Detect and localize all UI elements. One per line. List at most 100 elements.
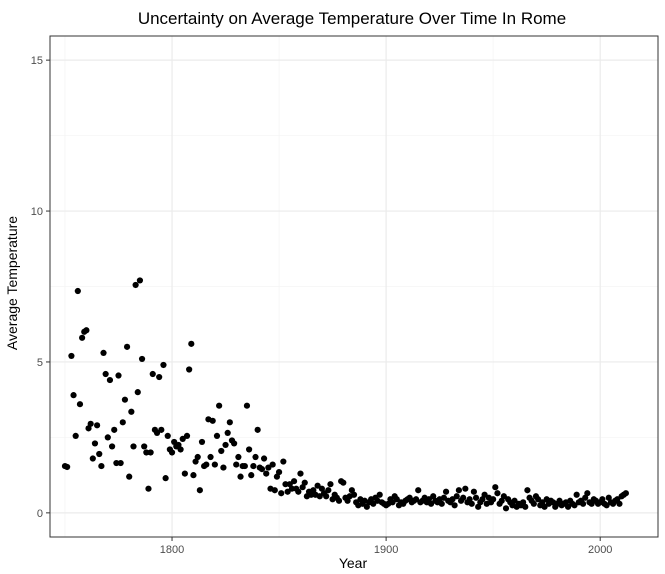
data-point (207, 453, 214, 461)
data-point (442, 488, 450, 495)
data-point (76, 401, 84, 408)
data-point (490, 496, 497, 503)
data-point (494, 490, 501, 497)
data-point (376, 491, 383, 498)
x-tick-label: 1800 (160, 544, 184, 556)
data-point (121, 396, 129, 403)
data-point (522, 503, 529, 510)
data-point (224, 429, 231, 436)
data-point (209, 417, 216, 424)
data-point (288, 485, 296, 492)
data-point (460, 494, 467, 501)
data-point (250, 462, 257, 470)
data-point (94, 422, 101, 429)
data-points (61, 277, 629, 512)
data-point (181, 470, 188, 477)
data-point (258, 465, 266, 473)
data-point (145, 485, 152, 492)
data-point (218, 447, 225, 455)
data-point (119, 419, 126, 426)
data-point (138, 355, 146, 363)
x-axis-title: Year (339, 555, 368, 571)
data-point (156, 373, 163, 381)
data-point (188, 340, 195, 347)
data-point (68, 352, 75, 360)
data-point (269, 461, 276, 468)
data-point (252, 453, 259, 461)
x-axis: 1800 1900 2000 (160, 537, 612, 556)
data-point (98, 462, 105, 470)
data-point (126, 473, 133, 480)
data-point (220, 464, 227, 471)
data-point (123, 343, 131, 350)
data-point (117, 459, 124, 467)
y-axis-title: Average Temperature (4, 216, 20, 350)
data-point (472, 494, 480, 501)
y-tick-label: 0 (37, 508, 43, 520)
data-point (571, 502, 578, 509)
data-point (231, 440, 238, 447)
data-point (280, 458, 287, 465)
data-point (132, 281, 139, 289)
data-point (243, 402, 251, 409)
data-point (314, 482, 321, 489)
data-point (275, 469, 283, 476)
data-point (162, 475, 169, 482)
data-point (327, 481, 334, 488)
data-point (153, 429, 161, 436)
y-tick-label: 5 (37, 357, 43, 369)
data-point (160, 361, 167, 369)
data-point (102, 370, 109, 378)
data-point (290, 478, 298, 485)
data-point (502, 505, 510, 512)
data-point (79, 334, 86, 341)
plot-panel (49, 35, 659, 538)
data-point (104, 434, 111, 441)
data-point (91, 440, 99, 447)
data-point (134, 389, 141, 396)
data-point (451, 502, 458, 509)
data-point (573, 491, 580, 498)
data-point (136, 277, 144, 284)
data-point (100, 349, 107, 356)
data-point (203, 461, 210, 468)
data-point (113, 459, 120, 467)
data-point (241, 462, 248, 470)
data-point (492, 484, 499, 491)
data-point (179, 435, 186, 443)
data-point (196, 487, 203, 494)
data-point (325, 487, 332, 494)
data-point (233, 461, 240, 468)
data-point (96, 450, 103, 458)
data-point (350, 491, 358, 498)
data-point (64, 463, 71, 471)
data-point (335, 497, 343, 504)
data-point (237, 473, 244, 480)
data-point (158, 426, 165, 433)
data-point (301, 479, 308, 486)
y-tick-label: 10 (31, 206, 43, 218)
data-point (222, 441, 229, 449)
data-point (622, 490, 629, 497)
data-point (213, 432, 221, 439)
data-point (468, 500, 475, 507)
y-axis: 0 5 10 15 (31, 55, 50, 520)
data-point (316, 493, 323, 500)
data-point (541, 503, 548, 510)
data-point (564, 503, 572, 510)
data-point (370, 500, 377, 507)
data-point (481, 491, 488, 498)
data-point (453, 493, 460, 500)
data-point (412, 496, 420, 503)
data-point (524, 487, 531, 494)
data-point (438, 500, 445, 507)
data-point (470, 488, 477, 495)
data-point (511, 497, 518, 504)
data-point (535, 496, 542, 503)
data-point (141, 443, 148, 450)
x-tick-label: 1900 (374, 544, 398, 556)
data-point (111, 426, 118, 433)
data-point (248, 472, 255, 479)
data-point (323, 493, 330, 500)
